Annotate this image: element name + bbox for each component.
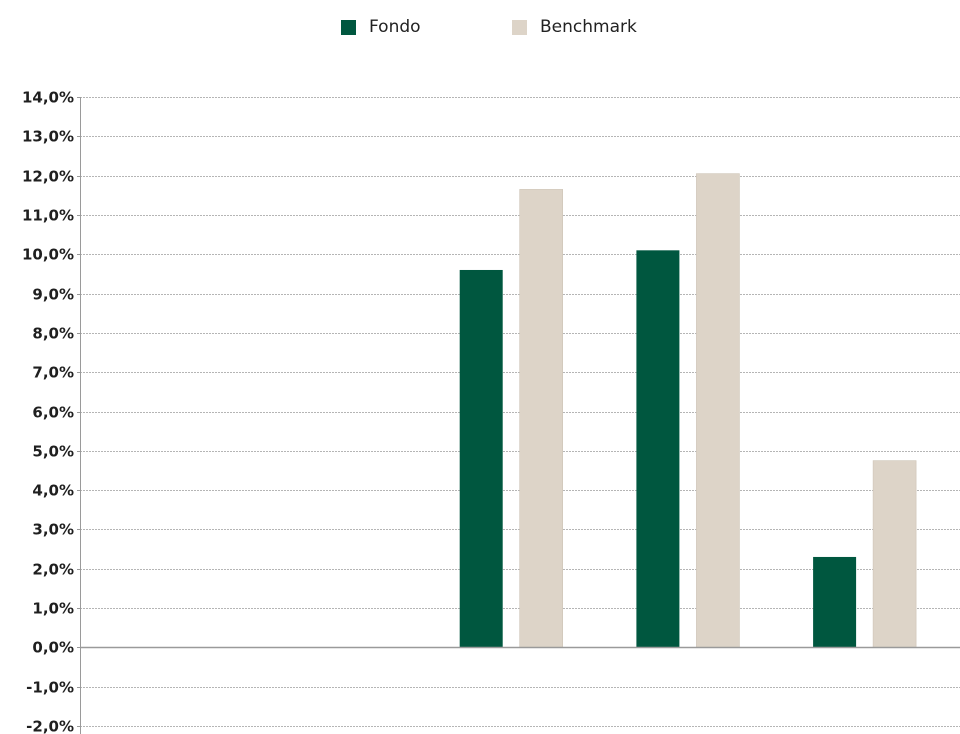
y-tick-label: 5,0%	[32, 443, 74, 461]
y-tick-label: 2,0%	[32, 561, 74, 579]
legend-swatch-fondo	[341, 19, 356, 35]
y-tick-label: 0,0%	[32, 639, 74, 657]
y-tick-label: -2,0%	[26, 718, 74, 734]
legend-label-fondo: Fondo	[369, 17, 421, 37]
bar-benchmark-2	[696, 173, 740, 648]
y-tick-label: 11,0%	[22, 207, 74, 225]
y-tick-label: 12,0%	[22, 168, 74, 186]
y-tick-label: 1,0%	[32, 600, 74, 618]
y-tick-label: 10,0%	[22, 246, 74, 264]
legend-item-fondo: Fondo	[341, 14, 421, 40]
bar-benchmark-1	[519, 189, 564, 648]
bar-fondo-2	[636, 250, 680, 648]
y-tick-labels: 14,0% 13,0% 12,0% 11,0% 10,0% 9,0% 8,0% 7,0% 6,0…	[22, 89, 74, 734]
y-tick-label: 3,0%	[32, 521, 74, 539]
chart-legend: Fondo Benchmark	[0, 14, 960, 40]
bars	[459, 173, 917, 648]
y-tick-label: 13,0%	[22, 128, 74, 146]
bar-fondo-1	[459, 269, 503, 648]
y-tick-label: 4,0%	[32, 482, 74, 500]
bar-fondo-3	[813, 556, 857, 648]
legend-label-benchmark: Benchmark	[540, 17, 637, 37]
y-tick-label: 6,0%	[32, 404, 74, 422]
y-tick-label: 7,0%	[32, 364, 74, 382]
y-tick-label: 8,0%	[32, 325, 74, 343]
legend-item-benchmark: Benchmark	[512, 14, 637, 40]
y-tick-label: 14,0%	[22, 89, 74, 107]
y-tick-label: 9,0%	[32, 286, 74, 304]
axes	[77, 97, 960, 734]
legend-swatch-benchmark	[512, 19, 527, 35]
y-tick-label: -1,0%	[26, 679, 74, 697]
bar-benchmark-3	[872, 460, 917, 648]
